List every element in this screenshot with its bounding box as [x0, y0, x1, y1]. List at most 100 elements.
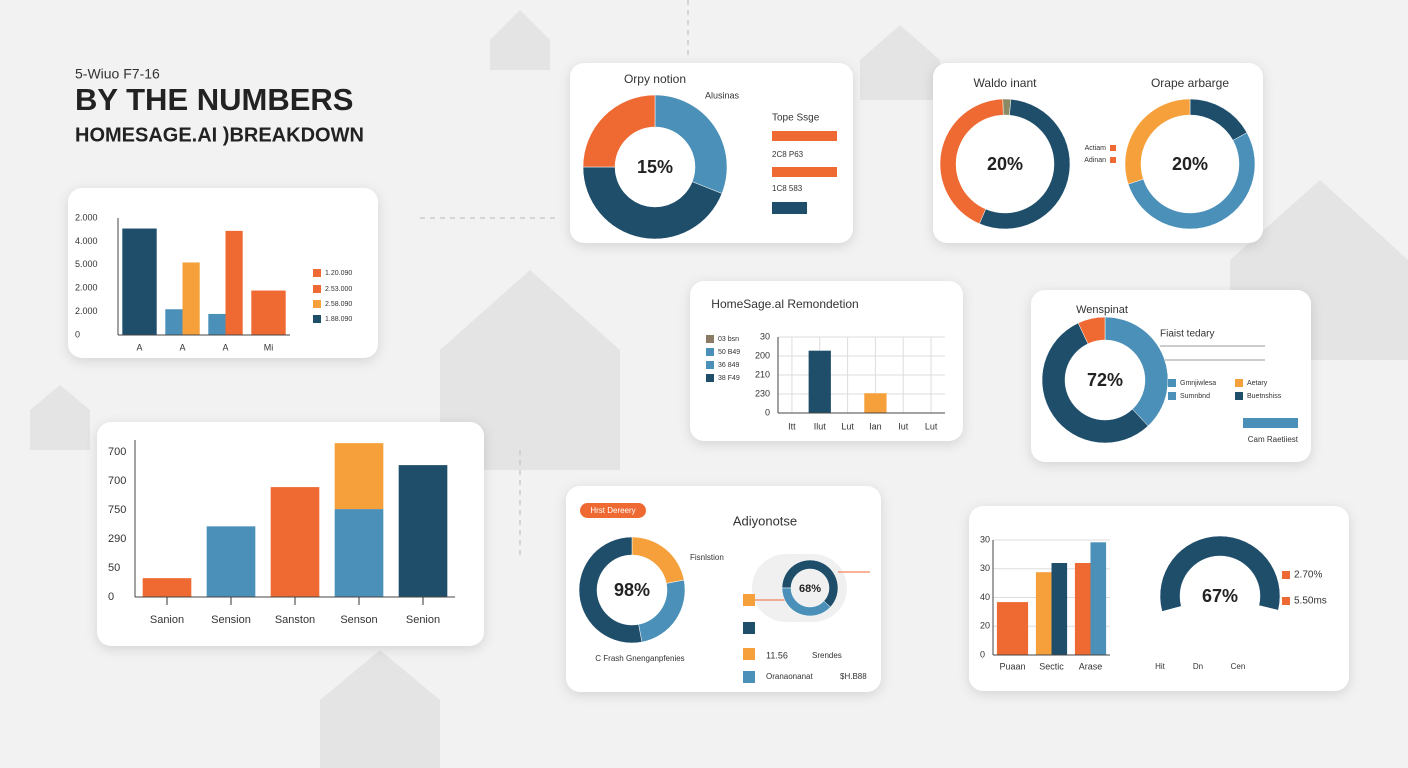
legend-swatch	[1282, 597, 1290, 605]
annotation: 1C8 583	[772, 184, 803, 193]
donut-segment	[1077, 316, 1106, 345]
y-tick-label: 750	[108, 504, 126, 516]
legend-swatch	[313, 269, 321, 277]
donut-segment	[654, 94, 728, 194]
bar	[1051, 563, 1068, 655]
center-label: 72%	[1087, 370, 1123, 390]
center-label: 20%	[1172, 154, 1208, 174]
legend-swatch	[313, 300, 321, 308]
center-label: 68%	[799, 583, 821, 595]
legend-swatch	[706, 335, 714, 343]
decoration	[30, 0, 1408, 768]
legend-label: 50 B49	[718, 349, 740, 356]
center-label: 67%	[1202, 586, 1238, 606]
center-label: 98%	[614, 580, 650, 600]
bar	[206, 526, 256, 597]
bar	[1035, 572, 1052, 655]
center-label: 20%	[987, 154, 1023, 174]
y-tick-label: 700	[108, 446, 126, 458]
x-tick-label: A	[136, 342, 142, 352]
annotation: $H.B88	[840, 672, 867, 681]
legend-swatch	[313, 315, 321, 323]
donut-segment	[582, 166, 723, 240]
house	[860, 25, 940, 100]
x-tick-label: A	[179, 342, 185, 352]
annotation: C Frash Gnenganpfenies	[595, 654, 684, 663]
annotation: Dn	[1193, 662, 1203, 671]
chart-title: Wenspinat	[1076, 304, 1128, 316]
bar	[398, 465, 448, 597]
annotation: Hit	[1155, 662, 1166, 671]
legend-swatch	[1110, 157, 1116, 163]
x-tick-label: Mi	[264, 342, 274, 352]
bar	[182, 262, 200, 335]
annotation: Oranaonanat	[766, 672, 813, 681]
legend-label: 38 F49	[718, 375, 740, 382]
side-bar	[772, 131, 837, 141]
x-tick-label: Sectic	[1039, 661, 1064, 671]
legend-label: Sumnbnd	[1180, 393, 1210, 400]
legend-label: Actiam	[1085, 145, 1107, 152]
annotation: Fisnlstion	[690, 553, 724, 562]
side-bar	[1243, 418, 1298, 428]
chart-title: Adiyonotse	[733, 513, 797, 528]
y-tick-label: 0	[75, 329, 80, 339]
legend-swatch	[1235, 379, 1243, 387]
x-tick-label: Arase	[1079, 661, 1103, 671]
y-tick-label: 200	[755, 350, 770, 360]
bar	[251, 290, 286, 335]
bar	[208, 313, 226, 335]
x-tick-label: Senion	[406, 614, 440, 626]
annotation: 11.56	[766, 650, 788, 660]
square	[743, 671, 755, 683]
annotation: Srendes	[812, 651, 842, 660]
legend-swatch	[1110, 145, 1116, 151]
house	[320, 650, 440, 768]
legend-label: Aetary	[1247, 380, 1268, 387]
y-tick-label: 0	[980, 649, 985, 659]
legend-label: 2.53.000	[325, 286, 352, 293]
y-tick-label: 230	[755, 388, 770, 398]
x-tick-label: Sension	[211, 614, 251, 626]
x-tick-label: Senson	[340, 614, 377, 626]
tag	[580, 503, 646, 518]
y-tick-label: 2.000	[75, 306, 98, 316]
x-tick-label: Itt	[788, 421, 796, 431]
bar	[334, 509, 384, 597]
y-tick-label: 30	[760, 331, 770, 341]
legend-label: 1.88.090	[325, 316, 352, 323]
annotation: Cam Raetiiest	[1248, 435, 1299, 444]
x-tick-label: Sanston	[275, 614, 315, 626]
page-title: BY THE NUMBERS	[75, 82, 353, 117]
annotation: Hrst Dereery	[590, 506, 635, 515]
x-tick-label: A	[222, 342, 228, 352]
x-tick-label: Ian	[869, 421, 882, 431]
y-tick-label: 0	[765, 407, 770, 417]
y-tick-label: 40	[980, 592, 990, 602]
legend-label: 36 849	[718, 362, 740, 369]
y-tick-label: 700	[108, 475, 126, 487]
side-bar	[772, 167, 837, 177]
y-tick-label: 5.000	[75, 259, 98, 269]
donut-segment	[1161, 605, 1279, 657]
bar	[270, 487, 320, 597]
legend-label: Gmnjiwlesa	[1180, 380, 1216, 387]
bar	[165, 309, 183, 335]
legend-label: 03 bsn	[718, 336, 739, 343]
page-subtitle: HOMESAGE.AI )BREAKDOWN	[75, 124, 364, 146]
legend-label: 1.20.090	[325, 270, 352, 277]
legend-label: 2.58.090	[325, 301, 352, 308]
y-tick-label: 0	[108, 591, 114, 603]
legend-label: Buetnshiss	[1247, 393, 1282, 400]
donut-segment	[781, 587, 831, 617]
donut-segment	[578, 536, 643, 644]
y-tick-label: 20	[980, 621, 990, 631]
annotation: Alusinas	[705, 90, 740, 100]
bar	[225, 230, 243, 335]
house	[440, 270, 620, 470]
donut-segment	[1041, 322, 1149, 444]
legend-swatch	[706, 361, 714, 369]
legend-label: 2.70%	[1294, 570, 1322, 581]
y-tick-label: 290	[108, 533, 126, 545]
